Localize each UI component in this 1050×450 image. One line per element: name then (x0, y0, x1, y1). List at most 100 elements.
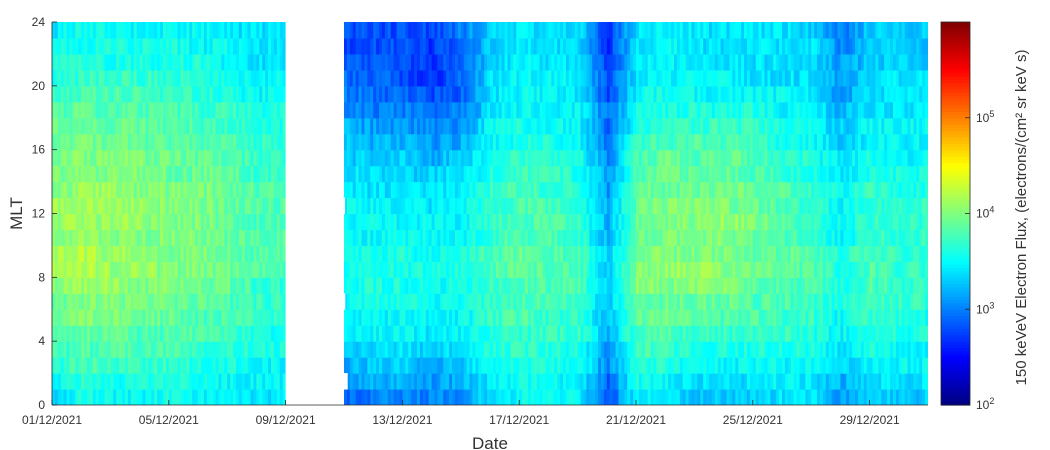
heatmap-cell (57, 53, 62, 71)
heatmap-cell (469, 53, 474, 71)
heatmap-cell (563, 149, 567, 167)
heatmap-cell (233, 341, 237, 358)
heatmap-cell (107, 213, 111, 231)
heatmap-cell (542, 357, 547, 374)
heatmap-cell (244, 197, 249, 215)
heatmap-cell (247, 69, 252, 87)
heatmap-cell (180, 229, 184, 247)
heatmap-cell (221, 165, 225, 183)
heatmap-cell (98, 149, 103, 167)
heatmap-cell (174, 309, 179, 326)
heatmap-cell (665, 357, 669, 374)
heatmap-cell (545, 357, 549, 374)
heatmap-cell (653, 101, 658, 119)
heatmap-cell (75, 213, 79, 231)
heatmap-cell (66, 245, 71, 262)
heatmap-cell (209, 229, 214, 247)
heatmap-cell (586, 22, 590, 39)
heatmap-cell (484, 309, 488, 326)
heatmap-cell (551, 213, 555, 231)
heatmap-cell (691, 309, 695, 326)
heatmap-cell (69, 277, 74, 294)
heatmap-cell (352, 69, 357, 87)
heatmap-cell (688, 133, 693, 151)
heatmap-cell (414, 229, 418, 247)
heatmap-cell (157, 373, 161, 390)
heatmap-cell (466, 117, 471, 135)
heatmap-cell (574, 101, 579, 119)
heatmap-cell (66, 133, 71, 151)
heatmap-cell (279, 277, 284, 294)
heatmap-cell (279, 341, 284, 358)
heatmap-cell (241, 53, 246, 71)
heatmap-cell (256, 22, 260, 39)
heatmap-cell (376, 53, 380, 71)
heatmap-cell (230, 213, 234, 231)
heatmap-cell (434, 213, 439, 231)
heatmap-cell (510, 133, 514, 151)
heatmap-cell (133, 325, 138, 342)
heatmap-cell (349, 309, 354, 326)
heatmap-cell (539, 149, 544, 167)
heatmap-cell (402, 117, 406, 135)
heatmap-cell (157, 101, 161, 119)
heatmap-cell (230, 293, 234, 310)
heatmap-cell (481, 245, 485, 262)
heatmap-cell (510, 245, 514, 262)
heatmap-cell (192, 53, 196, 71)
heatmap-cell (198, 133, 202, 151)
heatmap-cell (490, 53, 494, 71)
heatmap-cell (183, 309, 187, 326)
heatmap-cell (571, 101, 576, 119)
heatmap-cell (443, 149, 447, 167)
heatmap-cell (638, 181, 643, 199)
heatmap-cell (525, 53, 529, 71)
heatmap-cell (192, 181, 196, 199)
heatmap-cell (490, 341, 494, 358)
heatmap-cell (162, 85, 167, 103)
heatmap-cell (638, 277, 643, 294)
heatmap-cell (568, 229, 573, 247)
heatmap-cell (498, 22, 503, 39)
heatmap-cell (381, 309, 386, 326)
heatmap-cell (460, 101, 465, 119)
heatmap-cell (624, 357, 628, 374)
heatmap-cell (57, 85, 62, 103)
heatmap-cell (273, 22, 278, 39)
heatmap-cell (212, 165, 217, 183)
heatmap-cell (110, 373, 114, 390)
heatmap-cell (644, 117, 649, 135)
heatmap-cell (206, 341, 211, 358)
heatmap-cell (466, 325, 471, 342)
heatmap-cell (647, 341, 652, 358)
heatmap-cell (504, 85, 509, 103)
heatmap-cell (370, 101, 374, 119)
heatmap-cell (671, 117, 675, 135)
heatmap-cell (279, 357, 284, 374)
heatmap-cell (612, 277, 617, 294)
heatmap-cell (536, 229, 541, 247)
heatmap-cell (717, 373, 722, 390)
heatmap-cell (487, 293, 491, 310)
heatmap-cell (206, 293, 211, 310)
heatmap-cell (168, 53, 173, 71)
heatmap-cell (203, 213, 208, 231)
heatmap-cell (603, 341, 608, 358)
heatmap-cell (411, 277, 415, 294)
heatmap-cell (595, 213, 599, 231)
heatmap-cell (218, 373, 222, 390)
heatmap-cell (130, 181, 135, 199)
heatmap-cell (586, 149, 590, 167)
heatmap-cell (513, 37, 517, 55)
heatmap-cell (536, 373, 541, 390)
heatmap-cell (221, 389, 225, 405)
heatmap-cell (282, 133, 287, 151)
heatmap-cell (446, 69, 450, 87)
heatmap-cell (52, 309, 56, 326)
heatmap-cell (633, 325, 637, 342)
heatmap-cell (443, 293, 447, 310)
heatmap-cell (192, 197, 196, 215)
heatmap-cell (463, 309, 468, 326)
heatmap-cell (490, 165, 494, 183)
heatmap-cell (57, 389, 62, 405)
